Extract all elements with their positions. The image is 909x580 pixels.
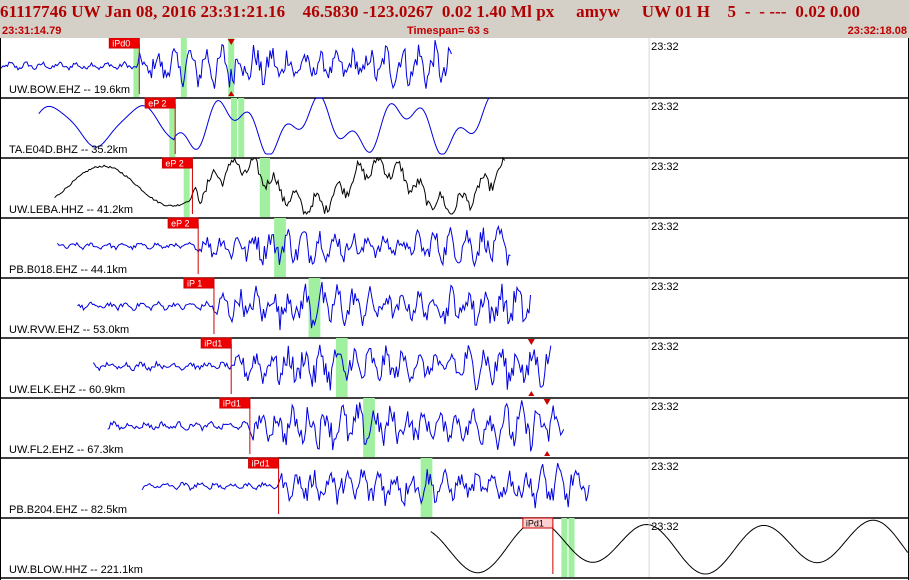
phase-pick-box[interactable] [219,397,251,409]
station-label: UW.RVW.EHZ -- 53.0km [9,324,129,336]
time-info-bar: 23:31:14.79 Timespan= 63 s 23:32:18.08 [0,24,909,38]
analysis-window-marker [231,98,238,157]
analysis-window-marker [228,38,235,97]
analysis-window-marker [180,38,187,97]
end-time: 23:32:18.08 [847,25,907,37]
minute-mark-label: 23:32 [651,461,679,473]
phase-pick-box[interactable] [144,97,176,109]
analysis-window-marker [308,278,315,337]
amplitude-marker-bottom [228,91,235,96]
station-label: UW.FL2.EHZ -- 67.3km [9,444,123,456]
station-label: UW.BOW.EHZ -- 19.6km [9,84,130,96]
analysis-window-marker [568,518,575,577]
analysis-window-marker [561,518,568,577]
phase-pick-label: eP 2 [171,219,189,229]
analysis-window-marker [238,98,245,157]
phase-pick-box[interactable] [248,457,280,469]
minute-mark-label: 23:32 [651,401,679,413]
minute-mark-label: 23:32 [651,101,679,113]
phase-pick-label: eP 2 [148,99,166,109]
amplitude-marker-top [543,399,551,405]
waveform-trace[interactable] [38,97,490,155]
timespan-label: Timespan= 63 s [407,25,490,37]
analysis-window-marker [169,98,176,157]
analysis-window-marker [341,338,348,397]
analysis-window-marker [264,158,271,217]
header-bar: 61117746 UW Jan 08, 2016 23:31:21.16 46.… [0,0,909,24]
minute-mark-label: 23:32 [651,41,679,53]
phase-pick-box[interactable] [108,38,140,49]
waveform-plot[interactable]: iPd0 23:32 UW.BOW.EHZ -- 19.6km eP 2 23:32 TA… [0,38,909,580]
analysis-window-marker [335,338,342,397]
analysis-window-marker [363,398,370,457]
amplitude-marker-bottom [544,451,551,456]
analysis-window-marker [420,458,427,517]
station-label: UW.BLOW.HHZ -- 221.1km [9,564,143,576]
analysis-window-marker [426,458,433,517]
analysis-window-marker [183,158,190,217]
waveform-trace[interactable] [430,519,909,575]
station-label: TA.E04D.BHZ -- 35.2km [9,144,127,156]
seismogram-panels[interactable]: iPd0 23:32 UW.BOW.EHZ -- 19.6km eP 2 23:32 TA… [0,38,909,580]
phase-pick-label: iPd1 [204,339,222,349]
minute-mark-label: 23:32 [651,161,679,173]
minute-mark-label: 23:32 [651,341,679,353]
waveform-trace[interactable] [77,281,531,331]
phase-pick-label: iPd1 [252,459,270,469]
waveform-trace[interactable] [57,224,511,268]
analysis-window-marker [314,278,321,337]
waveform-trace[interactable] [141,462,590,509]
phase-pick-box[interactable] [200,337,232,349]
station-label: UW.ELK.EHZ -- 60.9km [9,384,125,396]
phase-pick-box[interactable] [161,157,193,169]
analysis-window-marker [368,398,375,457]
waveform-trace[interactable] [0,40,452,90]
station-label: UW.LEBA.HHZ -- 41.2km [9,204,133,216]
waveform-trace[interactable] [54,156,506,215]
minute-mark-label: 23:32 [651,521,679,533]
analysis-window-marker [259,158,266,217]
phase-pick-label: iPd1 [223,399,241,409]
waveform-trace[interactable] [92,344,552,391]
phase-pick-label: iPd0 [112,39,130,49]
amplitude-marker-top [227,39,235,45]
minute-mark-label: 23:32 [651,281,679,293]
event-title: 61117746 UW Jan 08, 2016 23:31:21.16 46.… [0,2,861,21]
waveform-trace[interactable] [107,400,565,452]
phase-pick-box[interactable] [183,277,215,289]
phase-pick-label: iP 1 [187,279,202,289]
amplitude-marker-top [527,339,535,345]
minute-mark-label: 23:32 [651,221,679,233]
phase-pick-label: iPd1 [526,519,544,529]
start-time: 23:31:14.79 [2,25,62,37]
phase-pick-box[interactable] [167,217,199,229]
amplitude-marker-bottom [528,391,535,396]
station-label: PB.B204.EHZ -- 82.5km [9,504,127,516]
phase-pick-label: eP 2 [165,159,183,169]
phase-pick-box[interactable] [522,517,554,529]
station-label: PB.B018.EHZ -- 44.1km [9,264,127,276]
